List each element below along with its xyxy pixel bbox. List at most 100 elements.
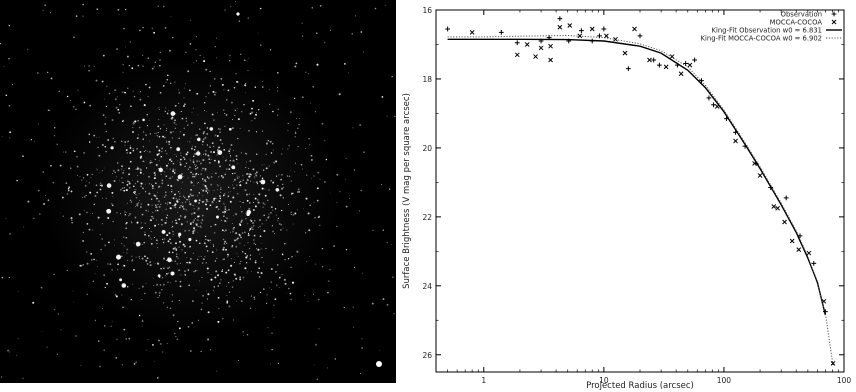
star: [242, 179, 245, 182]
star: [184, 165, 186, 168]
mocca-cocoa-point: [538, 45, 544, 51]
observation-point: [675, 62, 680, 68]
star: [247, 178, 249, 180]
star: [133, 242, 135, 244]
star: [196, 258, 199, 261]
star: [123, 245, 125, 247]
star: [125, 189, 128, 192]
star: [139, 151, 142, 153]
star: [254, 197, 257, 200]
star: [126, 248, 129, 251]
star: [9, 137, 11, 139]
star: [164, 222, 166, 224]
star: [260, 248, 262, 250]
star: [114, 239, 116, 241]
star: [197, 231, 199, 233]
star: [86, 211, 88, 214]
star: [204, 152, 206, 154]
star: [272, 181, 275, 184]
star: [65, 151, 67, 153]
star: [93, 203, 96, 206]
star: [180, 262, 181, 264]
star: [271, 225, 274, 227]
star: [125, 8, 127, 11]
star: [194, 269, 197, 272]
star: [146, 257, 149, 259]
star: [159, 91, 162, 94]
star: [180, 155, 182, 157]
star: [111, 191, 114, 194]
legend-label: Observation: [781, 11, 822, 19]
star: [197, 216, 199, 218]
star: [230, 144, 233, 146]
star: [297, 127, 299, 129]
star: [275, 214, 277, 216]
x-tick-label: 1: [481, 376, 486, 385]
star: [140, 168, 141, 169]
star: [144, 231, 146, 233]
star: [222, 238, 225, 241]
star: [294, 136, 296, 138]
star: [272, 143, 274, 145]
star: [37, 189, 40, 192]
star: [137, 64, 140, 67]
star: [127, 260, 129, 262]
star: [244, 231, 246, 233]
star: [225, 114, 228, 116]
star: [260, 44, 262, 46]
star: [321, 122, 324, 125]
star: [155, 163, 158, 167]
star: [228, 305, 231, 308]
star: [184, 230, 186, 232]
star: [267, 140, 269, 142]
star: [239, 201, 241, 203]
star: [222, 156, 224, 158]
star: [210, 273, 212, 275]
star: [60, 329, 62, 331]
star: [127, 286, 129, 287]
star: [136, 204, 139, 207]
star: [101, 238, 103, 240]
star: [8, 25, 10, 27]
star: [114, 171, 116, 174]
star: [128, 167, 131, 170]
observation-point: [578, 28, 584, 34]
star: [237, 360, 239, 361]
star: [261, 130, 264, 132]
star: [230, 5, 232, 8]
star: [134, 216, 137, 219]
star: [240, 152, 242, 154]
star: [153, 172, 156, 174]
star: [302, 208, 304, 210]
star: [158, 107, 160, 109]
star: [229, 164, 231, 166]
star: [100, 184, 103, 187]
star: [205, 180, 207, 182]
star: [204, 188, 206, 190]
star: [197, 269, 199, 271]
star: [224, 206, 227, 208]
star: [99, 234, 102, 236]
star: [333, 245, 335, 247]
star: [257, 199, 259, 201]
star: [162, 241, 165, 244]
star: [273, 161, 276, 164]
star: [287, 122, 289, 125]
star: [167, 74, 169, 76]
star: [232, 187, 235, 190]
star: [261, 243, 263, 244]
star: [201, 173, 202, 175]
star: [158, 149, 161, 151]
star: [174, 119, 176, 121]
star: [195, 239, 198, 242]
star: [149, 161, 152, 164]
star: [293, 223, 294, 225]
star: [129, 199, 132, 202]
observation-point: [692, 57, 698, 63]
star: [172, 314, 175, 317]
star: [231, 127, 234, 130]
star: [229, 54, 231, 57]
star: [140, 227, 143, 229]
star: [17, 290, 19, 292]
star: [190, 19, 192, 21]
